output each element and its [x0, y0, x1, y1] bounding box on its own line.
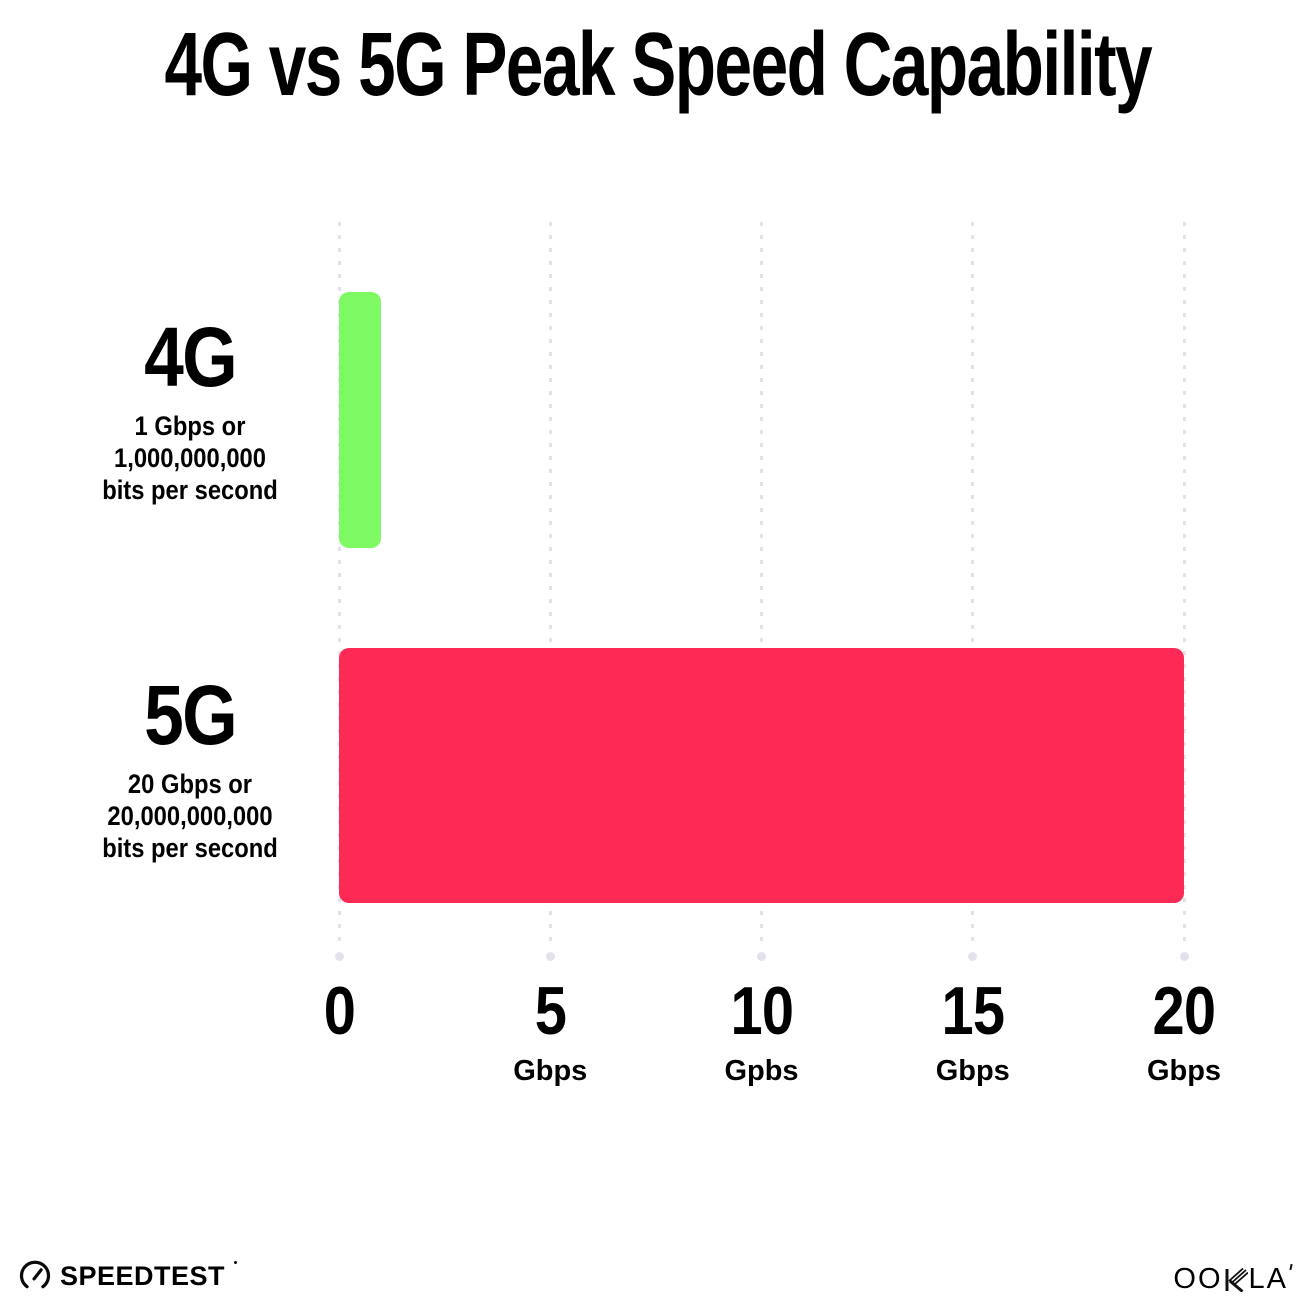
x-tick-unit: Gbps [513, 1055, 588, 1087]
row-label-5g-desc-line1: 20 Gbps or [127, 769, 253, 799]
x-tick-5: 5 Gbps [440, 977, 660, 1088]
x-tick-0: 0 [229, 977, 449, 1045]
x-tick-value: 20 [1152, 973, 1216, 1049]
trademark-mark [234, 1261, 238, 1264]
row-label-4g-desc-line1: 1 Gbps or [134, 411, 246, 441]
x-tick-unit: Gpbs [724, 1055, 799, 1087]
row-label-5g-desc-line3: bits per second [102, 832, 278, 863]
row-label-5g-desc-line2: 20,000,000,000 [107, 800, 273, 831]
gridline-15 [968, 222, 978, 961]
gridline-10 [757, 222, 766, 961]
speedtest-logo: SPEEDTEST [18, 1259, 238, 1293]
x-tick-value: 0 [323, 973, 355, 1049]
gridline-5 [545, 222, 555, 961]
page-title: 4G vs 5G Peak Speed Capability [0, 18, 1308, 113]
x-tick-10: 10 Gpbs [652, 977, 872, 1088]
page-title-text: 4G vs 5G Peak Speed Capability [164, 15, 1152, 115]
footer: SPEEDTEST OO LA [0, 1257, 1308, 1301]
row-label-4g-title: 4G [144, 310, 238, 404]
trademark-mark [1289, 1263, 1293, 1271]
row-label-4g: 4G 1 Gbps or 1,000,000,000 bits per seco… [40, 315, 340, 507]
ookla-logo: OO LA [1173, 1263, 1293, 1296]
bar-4g [339, 292, 382, 548]
gridline-20 [1179, 222, 1189, 961]
ookla-stylized-k-icon [1225, 1267, 1248, 1292]
x-tick-15: 15 Gbps [863, 977, 1083, 1088]
speedtest-wordmark: SPEEDTEST [60, 1260, 226, 1291]
row-label-5g-description: 20 Gbps or 20,000,000,000 bits per secon… [58, 769, 322, 865]
x-tick-unit: Gbps [1146, 1055, 1222, 1087]
row-label-4g-desc-line3: bits per second [102, 474, 278, 505]
bar-5g [339, 648, 1184, 903]
x-tick-value: 15 [941, 973, 1005, 1049]
row-label-4g-description: 1 Gbps or 1,000,000,000 bits per second [58, 411, 322, 507]
row-label-4g-desc-line2: 1,000,000,000 [114, 442, 266, 473]
speedometer-icon [19, 1260, 51, 1289]
x-tick-unit: Gbps [935, 1055, 1010, 1087]
row-label-5g: 5G 20 Gbps or 20,000,000,000 bits per se… [40, 673, 340, 865]
x-axis: 0 5 Gbps 10 Gpbs 15 Gbps 20 Gbps [323, 977, 1221, 1107]
chart-area [334, 222, 1189, 961]
x-tick-value: 10 [730, 973, 793, 1049]
row-label-5g-title: 5G [144, 668, 238, 762]
gridline-0 [334, 222, 344, 961]
x-tick-value: 5 [534, 973, 567, 1049]
x-tick-20: 20 Gbps [1074, 977, 1294, 1088]
ookla-wordmark-suffix: LA [1248, 1263, 1288, 1295]
ookla-wordmark-prefix: OO [1173, 1263, 1223, 1295]
